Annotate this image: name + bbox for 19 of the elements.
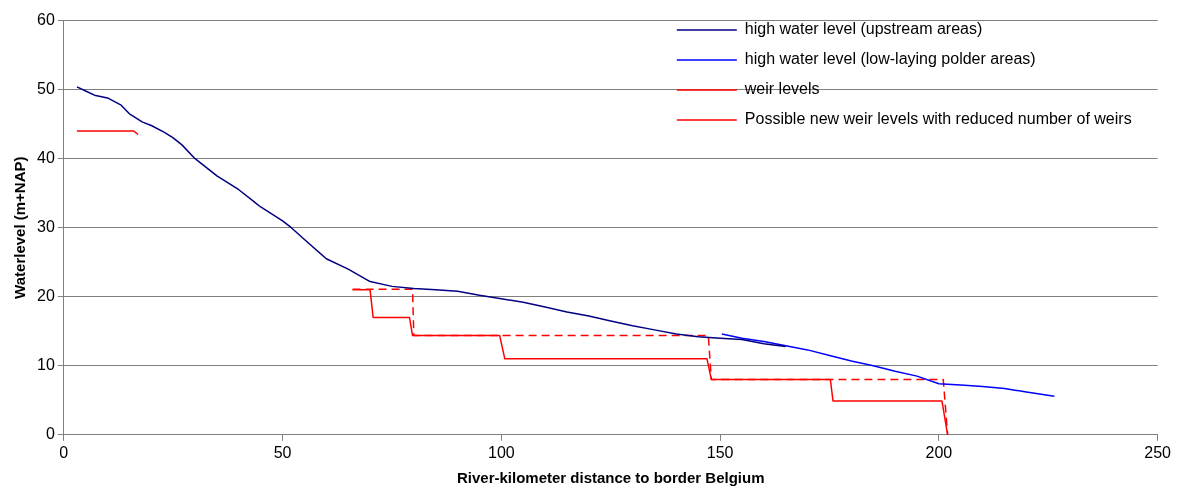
x-tick-label: 200 — [925, 443, 953, 461]
x-axis-title: River-kilometer distance to border Belgium — [456, 469, 765, 487]
x-tick-label: 50 — [273, 443, 292, 461]
x-tick-label: 100 — [487, 443, 515, 461]
y-tick-label: 50 — [37, 80, 55, 98]
y-tick-label: 60 — [37, 11, 55, 29]
y-tick-label: 40 — [37, 149, 55, 167]
y-tick-label: 0 — [45, 425, 55, 443]
legend-label: Possible new weir levels with reduced number of weirs — [744, 110, 1132, 128]
legend-label: high water level (low-laying polder areas) — [744, 50, 1036, 68]
x-tick-label: 250 — [1144, 443, 1172, 461]
x-tick-label: 0 — [59, 443, 69, 461]
y-axis-title: Waterlevel (m+NAP) — [11, 156, 29, 299]
legend-label: high water level (upstream areas) — [744, 20, 983, 38]
x-tick-label: 150 — [706, 443, 734, 461]
y-tick-label: 10 — [37, 356, 55, 374]
y-tick-label: 30 — [37, 218, 55, 236]
y-tick-label: 20 — [37, 287, 55, 305]
legend-label: weir levels — [743, 80, 820, 98]
